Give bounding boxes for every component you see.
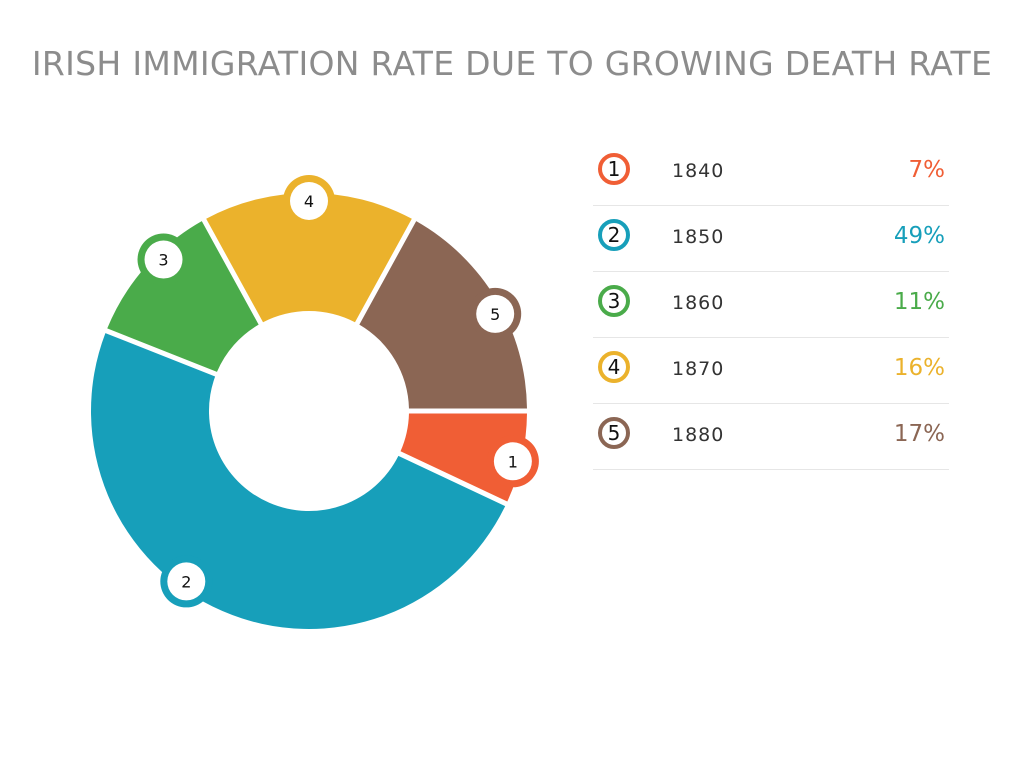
slice-marker-3: 3 bbox=[137, 233, 190, 286]
donut-slice-1850 bbox=[91, 333, 506, 629]
legend-marker-1: 1 bbox=[598, 153, 630, 185]
slice-marker-label: 1 bbox=[508, 452, 518, 471]
slice-marker-face bbox=[476, 294, 515, 333]
legend-marker-4: 4 bbox=[598, 351, 630, 383]
donut-slice-1870 bbox=[206, 192, 412, 323]
legend-row-1880: 5 1880 17% bbox=[593, 404, 949, 470]
donut-slice-1860 bbox=[107, 221, 259, 372]
legend-marker-2: 2 bbox=[598, 219, 630, 251]
legend-marker-3: 3 bbox=[598, 285, 630, 317]
legend-year-1880: 1880 bbox=[672, 424, 725, 446]
slice-marker-1: 1 bbox=[486, 435, 539, 488]
slice-marker-face bbox=[167, 562, 206, 601]
donut-slice-1880 bbox=[359, 221, 527, 409]
legend-year-1840: 1840 bbox=[672, 160, 725, 182]
slice-marker-face bbox=[493, 442, 532, 481]
chart-title: IRISH IMMIGRATION RATE DUE TO GROWING DE… bbox=[31, 44, 993, 83]
slice-marker-4: 4 bbox=[283, 175, 335, 227]
legend-row-1860: 3 1860 11% bbox=[593, 272, 949, 338]
slice-marker-face bbox=[290, 182, 328, 220]
legend-year-1870: 1870 bbox=[672, 358, 725, 380]
slice-marker-label: 5 bbox=[490, 305, 500, 324]
legend-value-1840: 7% bbox=[908, 157, 946, 183]
slice-marker-2: 2 bbox=[160, 555, 213, 608]
legend-value-1850: 49% bbox=[893, 223, 945, 249]
legend-marker-5: 5 bbox=[598, 417, 630, 449]
legend-value-1860: 11% bbox=[893, 289, 945, 315]
legend-value-1880: 17% bbox=[893, 421, 945, 447]
slice-marker-label: 3 bbox=[158, 251, 168, 270]
slice-marker-label: 4 bbox=[304, 192, 314, 211]
legend: 1 1840 7% 2 1850 49% 3 1860 11% 4 1870 1… bbox=[593, 140, 949, 470]
legend-row-1870: 4 1870 16% bbox=[593, 338, 949, 404]
slice-marker-face bbox=[144, 240, 183, 279]
legend-value-1870: 16% bbox=[893, 355, 945, 381]
slice-marker-5: 5 bbox=[469, 287, 522, 340]
legend-year-1850: 1850 bbox=[672, 226, 725, 248]
legend-row-1850: 2 1850 49% bbox=[593, 206, 949, 272]
slice-marker-label: 2 bbox=[181, 572, 191, 591]
legend-row-1840: 1 1840 7% bbox=[593, 140, 949, 206]
legend-year-1860: 1860 bbox=[672, 292, 725, 314]
